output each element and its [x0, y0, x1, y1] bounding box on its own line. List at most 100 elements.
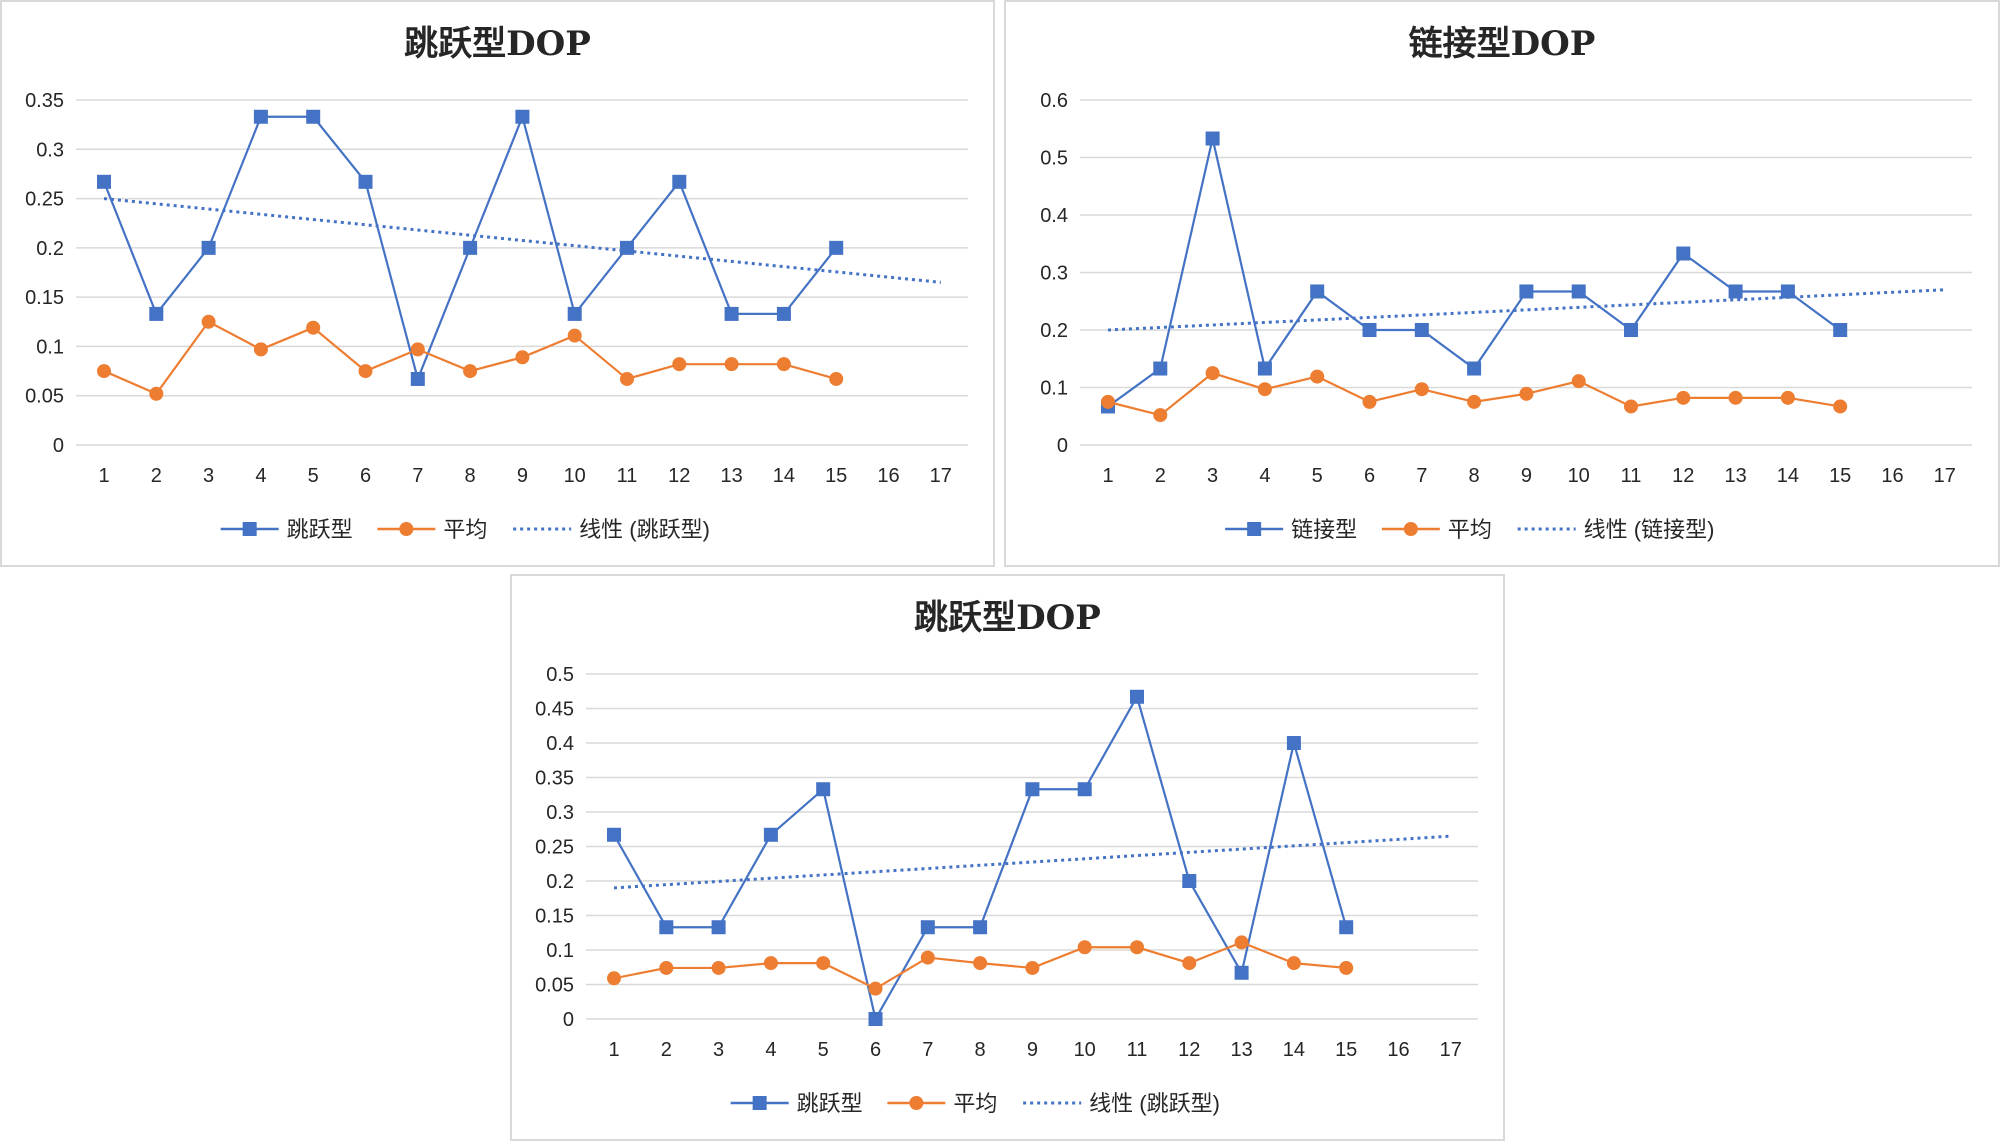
- data-point-circle: [515, 350, 530, 365]
- data-point-square: [672, 174, 687, 189]
- x-tick-label: 7: [1416, 465, 1427, 487]
- data-point-circle: [1571, 374, 1586, 389]
- data-point-circle: [816, 956, 831, 971]
- data-point-square: [1182, 874, 1197, 888]
- data-point-circle: [776, 357, 791, 372]
- data-point-square: [1339, 920, 1354, 935]
- data-point-square: [763, 827, 778, 842]
- data-point-square: [1077, 782, 1092, 797]
- chart-panel-link: 链接型DOP 0 0.1 0.2 0.3 0.4 0.5 0.6 1 2 3 4 5 6 7 8 9 10 11 12…: [1004, 0, 2000, 567]
- y-tick-label: 0.4: [1040, 205, 1068, 227]
- x-tick-label: 9: [1521, 465, 1532, 487]
- data-point-circle: [659, 960, 674, 975]
- x-tick-label: 1: [608, 1039, 619, 1061]
- x-tick-label: 5: [1312, 465, 1323, 487]
- y-tick-label: 0.05: [535, 975, 574, 997]
- legend-label: 线性 (跳跃型): [579, 517, 710, 542]
- x-tick-label: 8: [975, 1039, 986, 1061]
- y-tick-label: 0.15: [535, 906, 574, 928]
- x-tick-label: 6: [1364, 465, 1375, 487]
- x-tick-label: 12: [1672, 465, 1694, 487]
- data-point-square: [515, 109, 530, 124]
- data-point-circle: [1676, 390, 1691, 405]
- legend-marker: [752, 1096, 767, 1110]
- legend: 链接型 平均 线性 (链接型): [1225, 517, 1714, 542]
- data-point-square: [463, 240, 478, 255]
- legend-label: 跳跃型: [797, 1091, 863, 1116]
- y-tick-label: 0.3: [546, 802, 574, 824]
- data-point-circle: [1257, 382, 1272, 397]
- legend-label: 平均: [953, 1091, 997, 1116]
- data-point-circle: [1780, 390, 1795, 405]
- x-tick-label: 8: [1469, 465, 1480, 487]
- data-point-circle: [358, 364, 373, 379]
- data-point-square: [1130, 689, 1144, 704]
- x-tick-label: 1: [1102, 465, 1113, 487]
- legend-label: 平均: [443, 517, 487, 542]
- x-tick-label: 3: [713, 1039, 724, 1061]
- x-tick-label: 5: [308, 465, 319, 487]
- x-tick-label: 4: [255, 465, 266, 487]
- data-point-circle: [463, 364, 478, 379]
- y-tick-label: 0.35: [25, 90, 64, 112]
- y-tick-label: 0.45: [535, 699, 574, 721]
- legend: 跳跃型 平均 线性 (跳跃型): [730, 1091, 1220, 1116]
- data-point-square: [1780, 284, 1795, 299]
- y-tick-label: 0.25: [25, 189, 64, 211]
- data-point-circle: [1339, 960, 1354, 975]
- y-tick-label: 0.5: [1040, 148, 1068, 170]
- x-tick-label: 15: [825, 465, 847, 487]
- x-tick-label: 1: [98, 465, 109, 487]
- data-point-square: [1205, 131, 1220, 146]
- data-point-circle: [1182, 956, 1197, 971]
- data-point-square: [920, 920, 935, 935]
- chart-title: 跳跃型DOP: [914, 598, 1101, 638]
- y-tick-label: 0: [563, 1009, 574, 1031]
- y-tick-label: 0.3: [1040, 263, 1068, 285]
- data-point-square: [1234, 965, 1249, 980]
- data-point-square: [1571, 284, 1586, 299]
- x-tick-label: 16: [1387, 1039, 1409, 1061]
- data-point-circle: [1624, 399, 1638, 414]
- data-point-circle: [1414, 382, 1429, 397]
- data-point-square: [816, 782, 831, 797]
- x-tick-label: 10: [1074, 1039, 1096, 1061]
- data-point-square: [1153, 361, 1168, 376]
- data-point-circle: [1310, 369, 1325, 384]
- data-point-circle: [1519, 386, 1534, 401]
- data-point-circle: [763, 956, 778, 971]
- data-point-circle: [410, 342, 425, 357]
- data-point-circle: [920, 950, 935, 965]
- x-tick-label: 4: [765, 1039, 776, 1061]
- data-point-circle: [201, 314, 216, 329]
- y-tick-label: 0: [1057, 435, 1068, 457]
- legend-marker: [399, 522, 414, 536]
- y-tick-label: 0.2: [1040, 320, 1068, 342]
- data-point-circle: [607, 971, 621, 986]
- x-tick-label: 3: [1207, 465, 1218, 487]
- y-tick-label: 0.2: [546, 871, 574, 893]
- trendline: [103, 197, 941, 284]
- x-tick-label: 10: [1568, 465, 1590, 487]
- data-point-square: [567, 306, 582, 321]
- legend-marker: [1247, 522, 1262, 536]
- y-tick-label: 0.6: [1040, 90, 1068, 112]
- data-point-square: [1310, 284, 1325, 299]
- y-tick-label: 0.1: [1040, 378, 1068, 400]
- data-point-circle: [1025, 960, 1040, 975]
- data-point-square: [1025, 782, 1040, 797]
- data-point-square: [1519, 284, 1534, 299]
- data-point-circle: [1362, 394, 1377, 409]
- x-tick-label: 11: [1621, 465, 1642, 487]
- x-tick-label: 2: [1155, 465, 1166, 487]
- x-tick-label: 5: [818, 1039, 829, 1061]
- x-tick-label: 17: [1440, 1039, 1462, 1061]
- data-point-circle: [306, 320, 321, 335]
- x-tick-label: 12: [1178, 1039, 1200, 1061]
- trendline: [613, 834, 1451, 890]
- data-point-square: [410, 371, 425, 386]
- data-point-circle: [1130, 940, 1144, 955]
- x-tick-label: 15: [1335, 1039, 1357, 1061]
- legend-label: 线性 (跳跃型): [1089, 1091, 1220, 1116]
- y-tick-label: 0.4: [546, 733, 574, 755]
